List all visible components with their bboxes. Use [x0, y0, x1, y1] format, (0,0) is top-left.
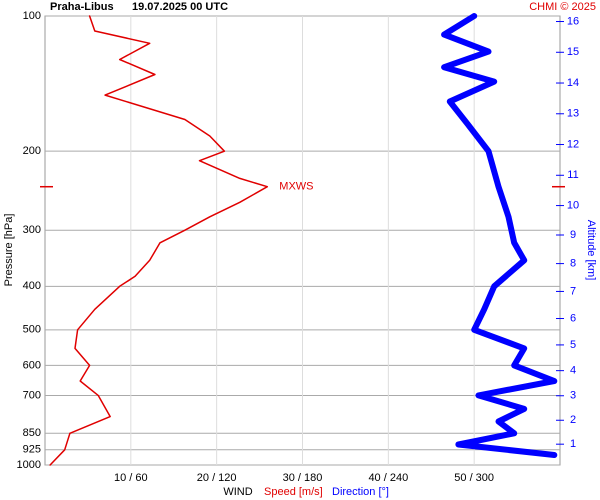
- y-tick-label: 700: [23, 389, 41, 401]
- y-tick-label: 100: [23, 10, 41, 22]
- y-tick-label: 300: [23, 224, 41, 236]
- y-tick-label: 600: [23, 359, 41, 371]
- chart-subtitle: 19.07.2025 00 UTC: [132, 1, 228, 13]
- y-tick-label: 400: [23, 280, 41, 292]
- y2-tick-label: 11: [567, 169, 578, 181]
- y2-tick-label: 3: [570, 390, 576, 402]
- credit: CHMI © 2025: [529, 1, 596, 13]
- y2-tick-label: 15: [567, 46, 579, 58]
- chart-title: Praha-Libus: [50, 1, 114, 13]
- y-axis-label: Pressure [hPa]: [3, 214, 15, 287]
- y2-tick-label: 5: [570, 339, 576, 351]
- x-tick-label: 30 / 180: [283, 472, 323, 484]
- mxws-label: MXWS: [279, 181, 313, 193]
- y2-tick-label: 1: [570, 438, 576, 450]
- y-tick-label: 925: [23, 444, 41, 456]
- x-axis-label: WIND: [223, 486, 252, 498]
- speed-line: [49, 15, 269, 466]
- x-tick-label: 20 / 120: [197, 472, 237, 484]
- y-tick-label: 200: [23, 145, 41, 157]
- y2-tick-label: 8: [570, 258, 576, 270]
- y2-axis-label: Altitude [km]: [585, 220, 597, 281]
- y2-tick-label: 10: [567, 199, 579, 211]
- y2-tick-label: 9: [570, 229, 576, 241]
- y-tick-label: 850: [23, 427, 41, 439]
- y2-tick-label: 12: [567, 138, 579, 150]
- y-tick-label: 1000: [17, 459, 41, 471]
- x-tick-label: 10 / 60: [114, 472, 148, 484]
- y2-tick-label: 7: [570, 285, 576, 297]
- x-tick-label: 50 / 300: [454, 472, 494, 484]
- y2-tick-label: 13: [567, 108, 579, 120]
- x-tick-label: 40 / 240: [368, 472, 408, 484]
- legend-direction: Direction [°]: [332, 486, 389, 498]
- y2-tick-label: 4: [570, 365, 576, 377]
- y2-tick-label: 14: [567, 77, 579, 89]
- legend-speed: Speed [m/s]: [264, 486, 323, 498]
- direction-line: [441, 13, 558, 458]
- y2-tick-label: 2: [570, 414, 576, 426]
- y2-tick-label: 6: [570, 312, 576, 324]
- y-tick-label: 500: [23, 324, 41, 336]
- y2-tick-label: 16: [567, 15, 579, 27]
